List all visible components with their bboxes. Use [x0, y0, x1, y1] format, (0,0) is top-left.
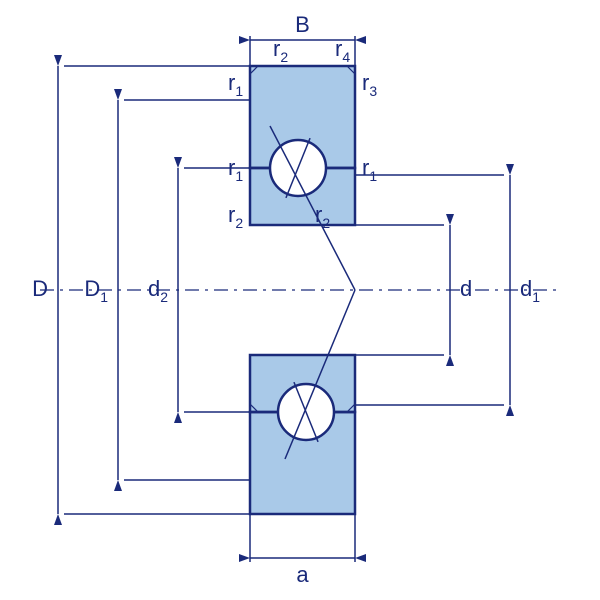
dim-D1-label: D1: [84, 276, 108, 305]
radius-label-r3_tr: r3: [362, 70, 377, 99]
dim-d1-label: d1: [520, 276, 540, 305]
dim-a-label: a: [296, 562, 309, 587]
radius-label-r1_tl: r1: [228, 70, 243, 99]
bearing-cross-section-diagram: BaDD1d2dd1r1r2r4r3r1r1r2r2: [0, 0, 600, 600]
radius-label-r2_bl: r2: [228, 202, 243, 231]
radius-label-r1_ml: r1: [228, 155, 243, 184]
dim-d-label: d: [460, 276, 472, 301]
dim-d2-label: d2: [148, 276, 168, 305]
dim-D-label: D: [32, 276, 48, 301]
dim-B-label: B: [295, 12, 310, 37]
radius-label-r1_mr: r1: [362, 155, 377, 184]
